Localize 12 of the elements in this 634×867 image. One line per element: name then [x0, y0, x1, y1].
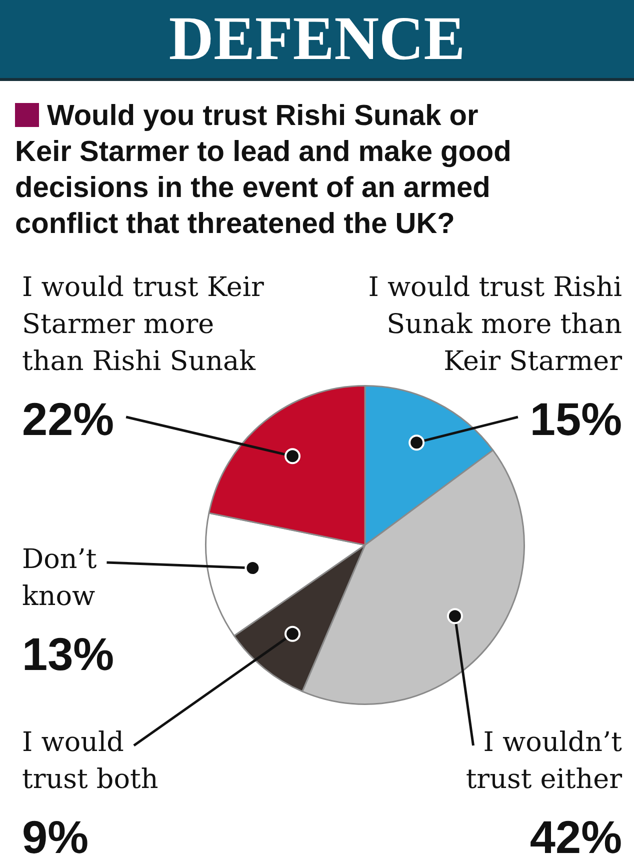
slice-label: I would trust Keir Starmer more than Rishi Sunak	[22, 272, 264, 377]
slice-label: I wouldn’t trust either	[466, 727, 622, 795]
slice-label: Don’t know	[22, 544, 97, 612]
data-label: 9%	[22, 811, 88, 863]
data-label: 22%	[22, 393, 114, 445]
chart-subtitle: Would you trust Rishi Sunak or Keir Starmer to lead and make good decisions in the event of an armed conflict that threatened the UK?	[15, 100, 512, 240]
data-label: 15%	[530, 393, 622, 445]
chart-title: DEFENCE	[168, 4, 466, 74]
slice-label: I would trust both	[22, 727, 158, 795]
slice-label: I would trust Rishi Sunak more than Keir Starmer	[368, 272, 622, 377]
data-label: 42%	[530, 811, 622, 863]
data-label: 13%	[22, 628, 114, 680]
